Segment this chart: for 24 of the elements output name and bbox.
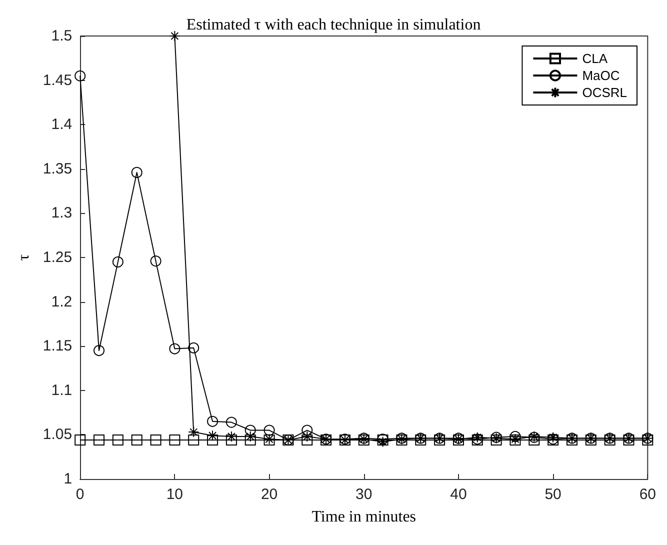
y-tick-label: 1.3 bbox=[51, 204, 72, 222]
legend-label: CLA bbox=[582, 51, 608, 66]
legend-label: OCSRL bbox=[582, 85, 628, 100]
x-tick-label: 30 bbox=[356, 486, 372, 503]
y-axis-title: τ bbox=[16, 254, 32, 261]
x-tick-label: 60 bbox=[639, 486, 656, 503]
x-tick-label: 0 bbox=[76, 486, 84, 503]
y-tick-label: 1.45 bbox=[42, 72, 72, 89]
y-tick-label: 1.35 bbox=[42, 160, 72, 178]
y-tick-label: 1.05 bbox=[42, 426, 72, 444]
x-tick-label: 50 bbox=[544, 486, 562, 503]
x-tick-label: 10 bbox=[166, 486, 184, 503]
legend-label: MaOC bbox=[582, 68, 620, 83]
y-tick-label: 1.2 bbox=[51, 293, 72, 310]
y-tick-label: 1 bbox=[64, 470, 72, 488]
x-tick-label: 20 bbox=[260, 486, 278, 503]
y-tick-label: 1.5 bbox=[51, 28, 72, 44]
y-tick-label: 1.1 bbox=[51, 382, 72, 399]
y-tick-label: 1.4 bbox=[51, 116, 72, 134]
x-axis-title: Time in minutes bbox=[312, 508, 416, 526]
y-tick-label: 1.15 bbox=[42, 338, 72, 355]
chart-title: Estimated τ with each technique in simulation bbox=[186, 16, 481, 34]
y-tick-label: 1.25 bbox=[42, 249, 72, 266]
x-tick-label: 40 bbox=[450, 486, 467, 503]
